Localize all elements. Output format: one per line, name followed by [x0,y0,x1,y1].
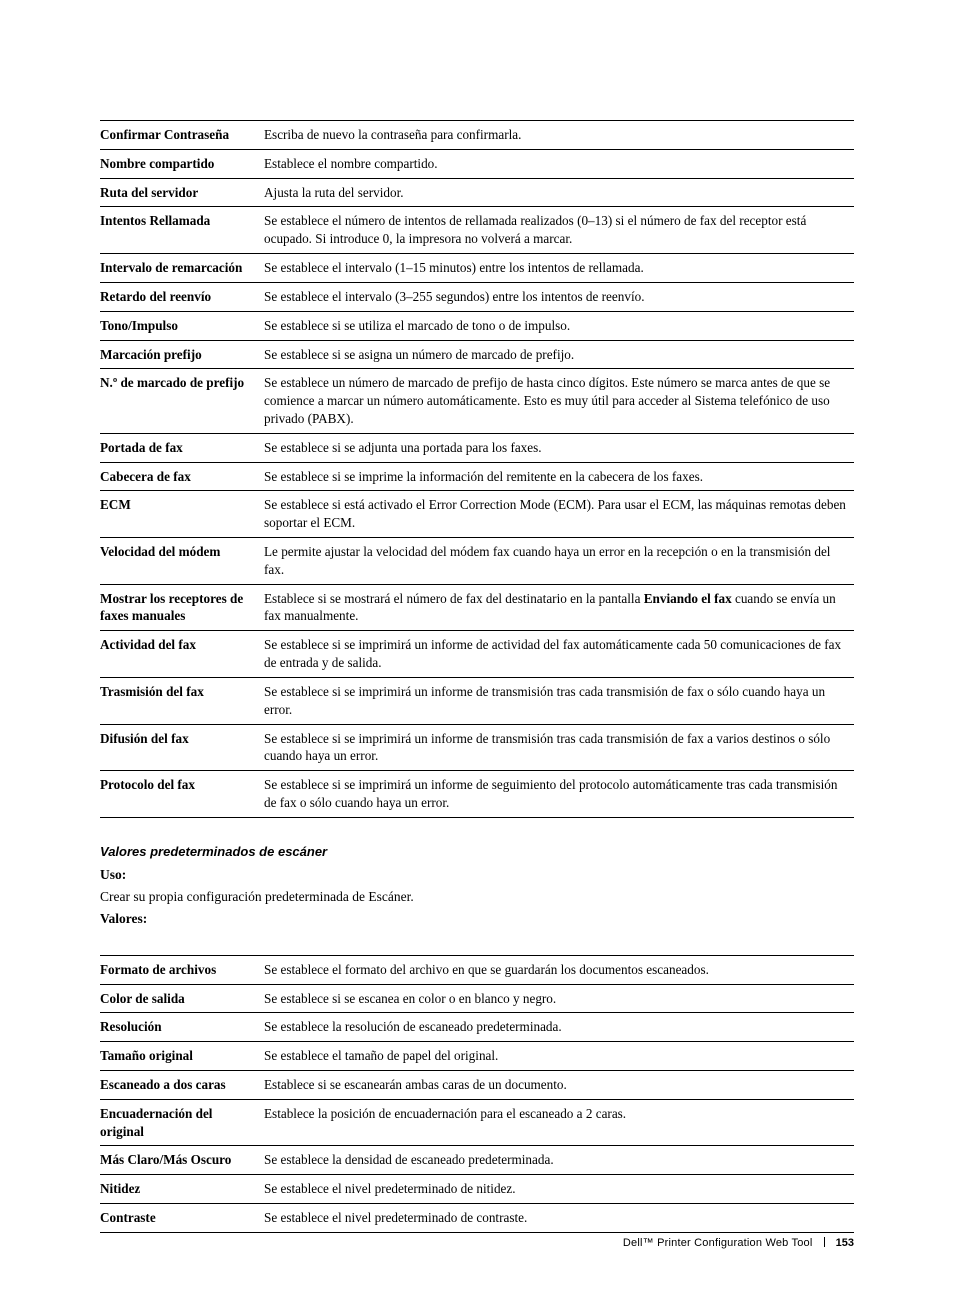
setting-value: Se establece un número de marcado de pre… [264,369,854,433]
setting-label: Velocidad del módem [100,538,264,585]
setting-value: Ajusta la ruta del servidor. [264,178,854,207]
table-row: Velocidad del módemLe permite ajustar la… [100,538,854,585]
setting-label: Mostrar los receptores de faxes manuales [100,584,264,631]
setting-value: Escriba de nuevo la contraseña para conf… [264,121,854,150]
setting-value: Se establece el intervalo (3–255 segundo… [264,282,854,311]
setting-value: Se establece si se adjunta una portada p… [264,433,854,462]
setting-label: Portada de fax [100,433,264,462]
table-row: Difusión del faxSe establece si se impri… [100,724,854,771]
setting-value: Se establece la densidad de escaneado pr… [264,1146,854,1175]
table-row: NitidezSe establece el nivel predetermin… [100,1175,854,1204]
setting-label: Tono/Impulso [100,311,264,340]
table-row: Color de salidaSe establece si se escane… [100,984,854,1013]
footer-title: Dell™ Printer Configuration Web Tool [623,1237,813,1249]
table-row: Tono/ImpulsoSe establece si se utiliza e… [100,311,854,340]
setting-label: Más Claro/Más Oscuro [100,1146,264,1175]
setting-label: Intervalo de remarcación [100,254,264,283]
setting-value: Se establece el nivel predeterminado de … [264,1175,854,1204]
table-row: Trasmisión del faxSe establece si se imp… [100,677,854,724]
table-row: Confirmar ContraseñaEscriba de nuevo la … [100,121,854,150]
table-row: Intentos RellamadaSe establece el número… [100,207,854,254]
setting-value: Se establece si se imprimirá un informe … [264,724,854,771]
setting-label: Cabecera de fax [100,462,264,491]
setting-label: Escaneado a dos caras [100,1071,264,1100]
setting-label: Formato de archivos [100,955,264,984]
setting-value: Se establece el formato del archivo en q… [264,955,854,984]
setting-value: Se establece la resolución de escaneado … [264,1013,854,1042]
table-row: Más Claro/Más OscuroSe establece la dens… [100,1146,854,1175]
setting-label: Nombre compartido [100,149,264,178]
setting-label: Color de salida [100,984,264,1013]
table-row: Protocolo del faxSe establece si se impr… [100,771,854,818]
table-row: Ruta del servidorAjusta la ruta del serv… [100,178,854,207]
table-row: Tamaño originalSe establece el tamaño de… [100,1042,854,1071]
setting-label: Nitidez [100,1175,264,1204]
setting-label: Resolución [100,1013,264,1042]
table-row: Portada de faxSe establece si se adjunta… [100,433,854,462]
setting-label: Contraste [100,1204,264,1233]
setting-label: Actividad del fax [100,631,264,678]
setting-value: Se establece el intervalo (1–15 minutos)… [264,254,854,283]
setting-label: Tamaño original [100,1042,264,1071]
scanner-defaults-table: Formato de archivosSe establece el forma… [100,955,854,1233]
uso-text: Crear su propia configuración predetermi… [100,889,854,905]
setting-value: Establece si se escanearán ambas caras d… [264,1071,854,1100]
table-row: Marcación prefijoSe establece si se asig… [100,340,854,369]
setting-value: Establece si se mostrará el número de fa… [264,584,854,631]
table-row: Retardo del reenvíoSe establece el inter… [100,282,854,311]
setting-value: Se establece el nivel predeterminado de … [264,1204,854,1233]
page-footer: Dell™ Printer Configuration Web Tool 153 [623,1237,854,1249]
document-page: Confirmar ContraseñaEscriba de nuevo la … [0,0,954,1293]
table-row: ECMSe establece si está activado el Erro… [100,491,854,538]
setting-value: Se establece si se imprimirá un informe … [264,771,854,818]
setting-value: Se establece si se asigna un número de m… [264,340,854,369]
inline-bold: Enviando el fax [644,591,732,606]
table-row: N.º de marcado de prefijoSe establece un… [100,369,854,433]
section-heading-scanner-defaults: Valores predeterminados de escáner [100,844,854,859]
setting-value: Se establece si está activado el Error C… [264,491,854,538]
setting-value: Se establece si se escanea en color o en… [264,984,854,1013]
setting-value: Se establece si se imprime la informació… [264,462,854,491]
setting-value: Se establece el tamaño de papel del orig… [264,1042,854,1071]
table-row: Nombre compartidoEstablece el nombre com… [100,149,854,178]
setting-value: Le permite ajustar la velocidad del móde… [264,538,854,585]
table-row: Actividad del faxSe establece si se impr… [100,631,854,678]
table-row: ContrasteSe establece el nivel predeterm… [100,1204,854,1233]
setting-value: Se establece si se utiliza el marcado de… [264,311,854,340]
setting-value: Se establece si se imprimirá un informe … [264,631,854,678]
setting-label: Intentos Rellamada [100,207,264,254]
setting-label: N.º de marcado de prefijo [100,369,264,433]
table-row: Intervalo de remarcaciónSe establece el … [100,254,854,283]
table-row: Mostrar los receptores de faxes manuales… [100,584,854,631]
table-row: Encuadernación del originalEstablece la … [100,1099,854,1146]
table-row: ResoluciónSe establece la resolución de … [100,1013,854,1042]
setting-label: ECM [100,491,264,538]
setting-label: Retardo del reenvío [100,282,264,311]
setting-value: Se establece si se imprimirá un informe … [264,677,854,724]
setting-label: Marcación prefijo [100,340,264,369]
setting-value: Establece la posición de encuadernación … [264,1099,854,1146]
setting-label: Difusión del fax [100,724,264,771]
uso-label: Uso: [100,867,854,883]
setting-label: Encuadernación del original [100,1099,264,1146]
valores-label: Valores: [100,911,854,927]
setting-label: Confirmar Contraseña [100,121,264,150]
setting-label: Trasmisión del fax [100,677,264,724]
table-row: Formato de archivosSe establece el forma… [100,955,854,984]
table-row: Cabecera de faxSe establece si se imprim… [100,462,854,491]
fax-settings-table: Confirmar ContraseñaEscriba de nuevo la … [100,120,854,818]
setting-label: Ruta del servidor [100,178,264,207]
setting-value: Establece el nombre compartido. [264,149,854,178]
footer-separator [824,1237,825,1247]
table-row: Escaneado a dos carasEstablece si se esc… [100,1071,854,1100]
setting-value: Se establece el número de intentos de re… [264,207,854,254]
setting-label: Protocolo del fax [100,771,264,818]
footer-page-number: 153 [836,1237,854,1249]
